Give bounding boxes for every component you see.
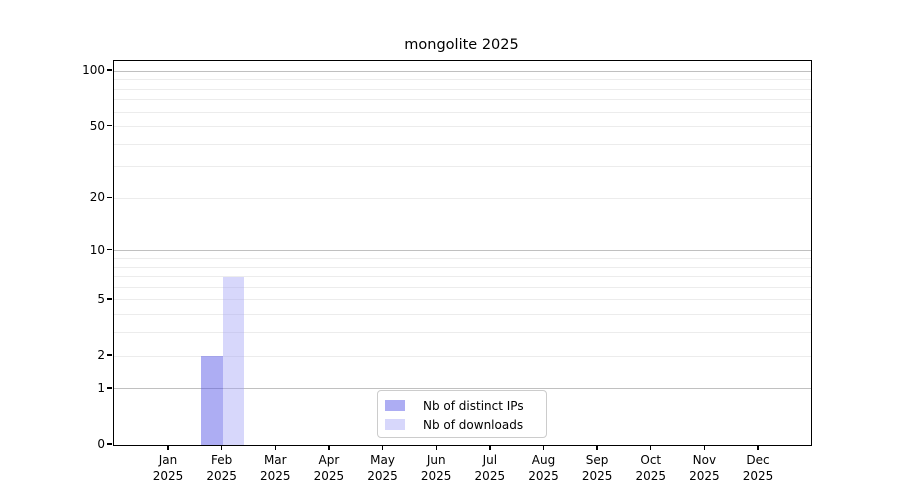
y-tick-label: 20 [89,190,105,205]
gridline-minor [114,88,811,90]
gridline-minor [114,286,811,288]
gridline-major [114,70,811,72]
legend: Nb of distinct IPs Nb of downloads [377,390,547,438]
y-tick [107,298,112,300]
bar-downloads [222,276,245,445]
gridline-minor [114,111,811,113]
x-tick [703,445,706,451]
y-tick [107,443,112,445]
x-tick [489,445,491,451]
y-tick-label: 2 [97,348,105,362]
x-tick [381,445,384,451]
x-tick-label: Feb 2025 [206,453,237,483]
gridline-minor [114,276,811,278]
gridline-minor [114,143,811,145]
x-tick [328,445,330,451]
bar-distinct-ips [201,356,223,445]
x-tick [167,445,169,451]
gridline-minor [114,332,811,334]
x-tick-label: Oct 2025 [635,453,667,483]
gridline-minor [114,79,811,81]
gridline-major [114,250,811,252]
gridline-minor [114,314,811,316]
y-tick-label: 10 [89,242,105,257]
gridline-minor [114,99,811,101]
legend-label: Nb of downloads [423,417,524,432]
y-tick-label: 100 [82,63,105,78]
gridline-minor [114,126,811,128]
gridline-minor [114,166,811,168]
x-tick-label: Apr 2025 [313,453,345,483]
x-tick-label: Dec 2025 [742,453,774,483]
x-tick-label: Aug 2025 [528,453,559,483]
x-tick-label: Jul 2025 [474,453,506,483]
legend-item-distinct-ips: Nb of distinct IPs [378,396,546,415]
plot-area [113,60,812,446]
downloads-swatch [385,419,405,430]
gridline-minor [114,257,811,259]
gridline-minor [114,197,811,199]
y-tick [107,124,112,127]
x-tick [274,445,276,451]
x-tick-label: Jan 2025 [152,453,184,483]
y-tick-label: 50 [89,118,105,133]
y-tick [107,69,112,71]
y-tick-label: 0 [97,437,105,451]
y-tick [107,387,112,389]
chart-title: mongolite 2025 [404,37,519,53]
gridline-minor [114,355,811,357]
x-tick [220,445,223,451]
legend-label: Nb of distinct IPs [423,398,524,413]
y-tick-label: 5 [97,291,105,306]
x-tick-label: Sep 2025 [581,453,613,483]
distinct-ips-swatch [385,400,405,411]
x-tick [435,445,437,451]
y-tick [107,354,112,356]
x-tick-label: Nov 2025 [689,453,720,483]
y-tick [107,249,112,251]
gridline-minor [114,299,811,301]
gridline-minor [114,266,811,268]
x-tick-label: May 2025 [367,453,398,483]
x-tick [757,445,759,451]
x-tick [596,445,598,451]
x-tick-label: Mar 2025 [259,453,291,483]
x-tick [650,445,652,451]
legend-item-downloads: Nb of downloads [378,415,546,434]
gridline-major [114,388,811,390]
x-tick [542,445,545,451]
x-tick-label: Jun 2025 [420,453,452,483]
y-tick [107,196,112,199]
y-tick-label: 1 [97,380,105,395]
